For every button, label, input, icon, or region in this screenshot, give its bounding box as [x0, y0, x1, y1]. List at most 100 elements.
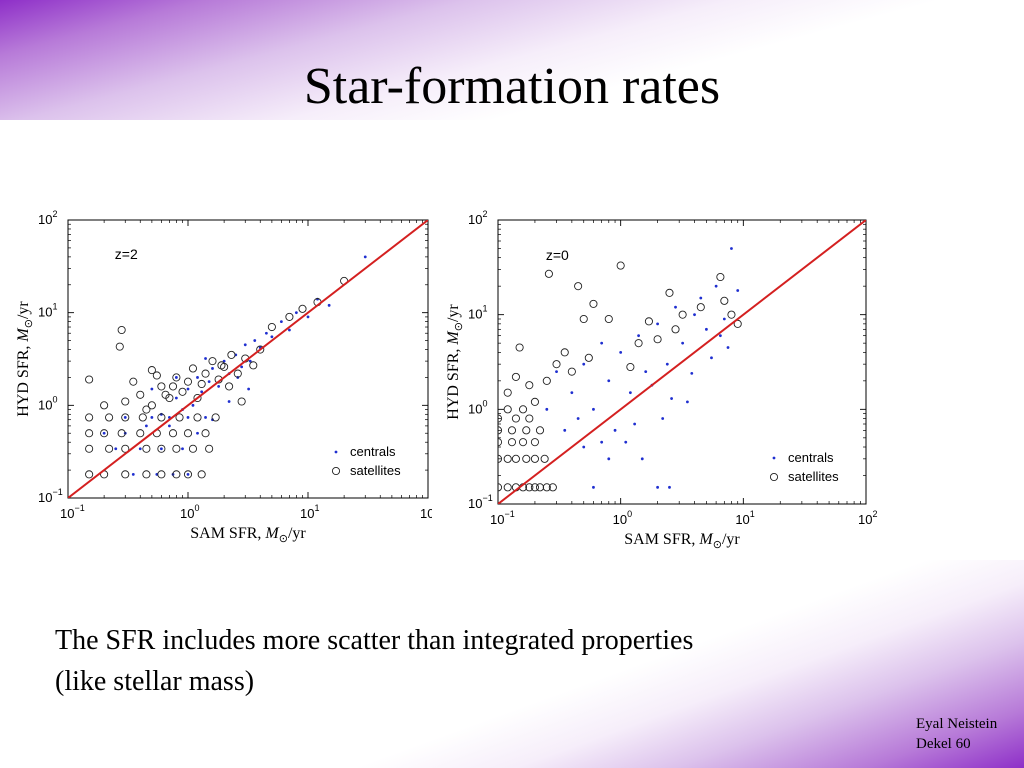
- y-tick-label: 100: [468, 398, 487, 416]
- central-point: [150, 387, 154, 391]
- satellite-point: [525, 414, 534, 423]
- x-tick-exponent: 1: [314, 503, 319, 513]
- central-point: [123, 416, 127, 419]
- satellite-point: [498, 438, 503, 447]
- satellite-point: [634, 339, 643, 348]
- satellite-point: [183, 377, 193, 386]
- x-tick-label: 100: [180, 503, 199, 521]
- y-tick-exponent: 0: [52, 394, 57, 404]
- satellite-point: [530, 438, 539, 447]
- central-point: [582, 445, 586, 449]
- central-point: [159, 447, 163, 451]
- satellite-point: [548, 483, 557, 492]
- identity-line: [498, 220, 866, 504]
- y-tick-base: 10: [468, 401, 482, 416]
- central-point: [168, 424, 171, 428]
- y-tick-label: 102: [38, 209, 57, 227]
- x-tick-exponent: 0: [627, 509, 632, 519]
- satellite-point: [172, 444, 181, 453]
- satellite-point: [525, 381, 534, 390]
- satellite-point: [211, 413, 220, 422]
- satellite-point: [183, 470, 193, 479]
- satellite-point: [233, 369, 242, 378]
- satellite-point: [530, 454, 539, 463]
- legend-centrals-label: centrals: [788, 450, 834, 465]
- satellite-point: [85, 444, 94, 453]
- footer-line-event: Dekel 60: [916, 736, 971, 752]
- central-point: [710, 356, 713, 360]
- central-point: [736, 289, 740, 292]
- y-axis-label: HYD SFR, M⊙/yr: [445, 304, 465, 420]
- central-point: [640, 457, 644, 461]
- satellite-point: [498, 483, 503, 492]
- central-point: [714, 284, 718, 288]
- satellite-point: [161, 390, 170, 399]
- satellite-point: [85, 413, 94, 422]
- satellite-point: [540, 454, 549, 463]
- central-point: [545, 407, 549, 411]
- satellite-point: [147, 366, 156, 375]
- central-point: [174, 376, 178, 379]
- y-tick-label: 100: [38, 394, 57, 412]
- bottom-gradient-decoration: [0, 560, 1024, 768]
- central-point: [253, 339, 257, 342]
- central-point: [186, 387, 190, 391]
- central-point: [144, 424, 148, 428]
- satellite-point: [530, 397, 539, 406]
- x-tick-base: 10: [613, 512, 627, 527]
- central-point: [619, 350, 623, 354]
- x-axis-label: SAM SFR, M⊙/yr: [624, 531, 740, 551]
- satellite-point: [188, 444, 198, 453]
- y-tick-exponent: 2: [52, 209, 57, 219]
- central-point: [243, 343, 247, 347]
- central-point: [288, 328, 291, 332]
- satellite-point: [121, 470, 130, 479]
- central-point: [705, 327, 708, 331]
- y-tick-label: 101: [468, 304, 487, 322]
- satellite-point: [138, 413, 147, 422]
- central-point: [592, 407, 595, 411]
- satellite-point: [142, 470, 151, 479]
- x-tick-base: 10: [490, 512, 504, 527]
- x-axis-label-text: SAM SFR,: [190, 525, 265, 542]
- satellite-point: [518, 405, 528, 414]
- satellite-point: [498, 454, 503, 463]
- satellite-point: [183, 429, 193, 438]
- x-tick-label: 10−1: [60, 503, 85, 521]
- central-point: [270, 335, 274, 339]
- satellite-point: [720, 296, 729, 305]
- central-point: [211, 367, 214, 370]
- y-tick-exponent: −1: [52, 487, 62, 497]
- central-point: [730, 247, 733, 250]
- satellite-point: [121, 413, 130, 422]
- satellite-point: [522, 426, 531, 435]
- x-tick-label: 10−1: [490, 509, 515, 527]
- x-axis-unit: M: [264, 525, 280, 542]
- central-point: [204, 357, 207, 360]
- satellite-point: [574, 282, 583, 291]
- central-point: [693, 313, 696, 317]
- central-point: [240, 365, 244, 369]
- y-axis-unit-suffix: /yr: [445, 304, 462, 322]
- legend-satellites-marker: [769, 472, 779, 482]
- satellite-point: [542, 376, 551, 385]
- central-point: [668, 485, 671, 489]
- central-point: [294, 311, 298, 315]
- satellite-point: [503, 454, 512, 463]
- x-tick-base: 10: [735, 512, 749, 527]
- satellite-point: [511, 372, 520, 381]
- central-point: [222, 359, 226, 363]
- central-point: [563, 428, 567, 432]
- central-point: [247, 387, 251, 391]
- x-tick-label: 101: [300, 503, 319, 521]
- satellite-point: [168, 429, 178, 438]
- central-point: [674, 305, 677, 309]
- central-point: [306, 315, 310, 319]
- central-point: [582, 362, 586, 366]
- x-axis-label: SAM SFR, M⊙/yr: [190, 525, 306, 545]
- central-point: [661, 417, 665, 420]
- satellite-point: [100, 429, 109, 438]
- central-point: [207, 380, 211, 384]
- satellite-point: [85, 470, 94, 479]
- x-axis-label-text: SAM SFR,: [624, 531, 699, 548]
